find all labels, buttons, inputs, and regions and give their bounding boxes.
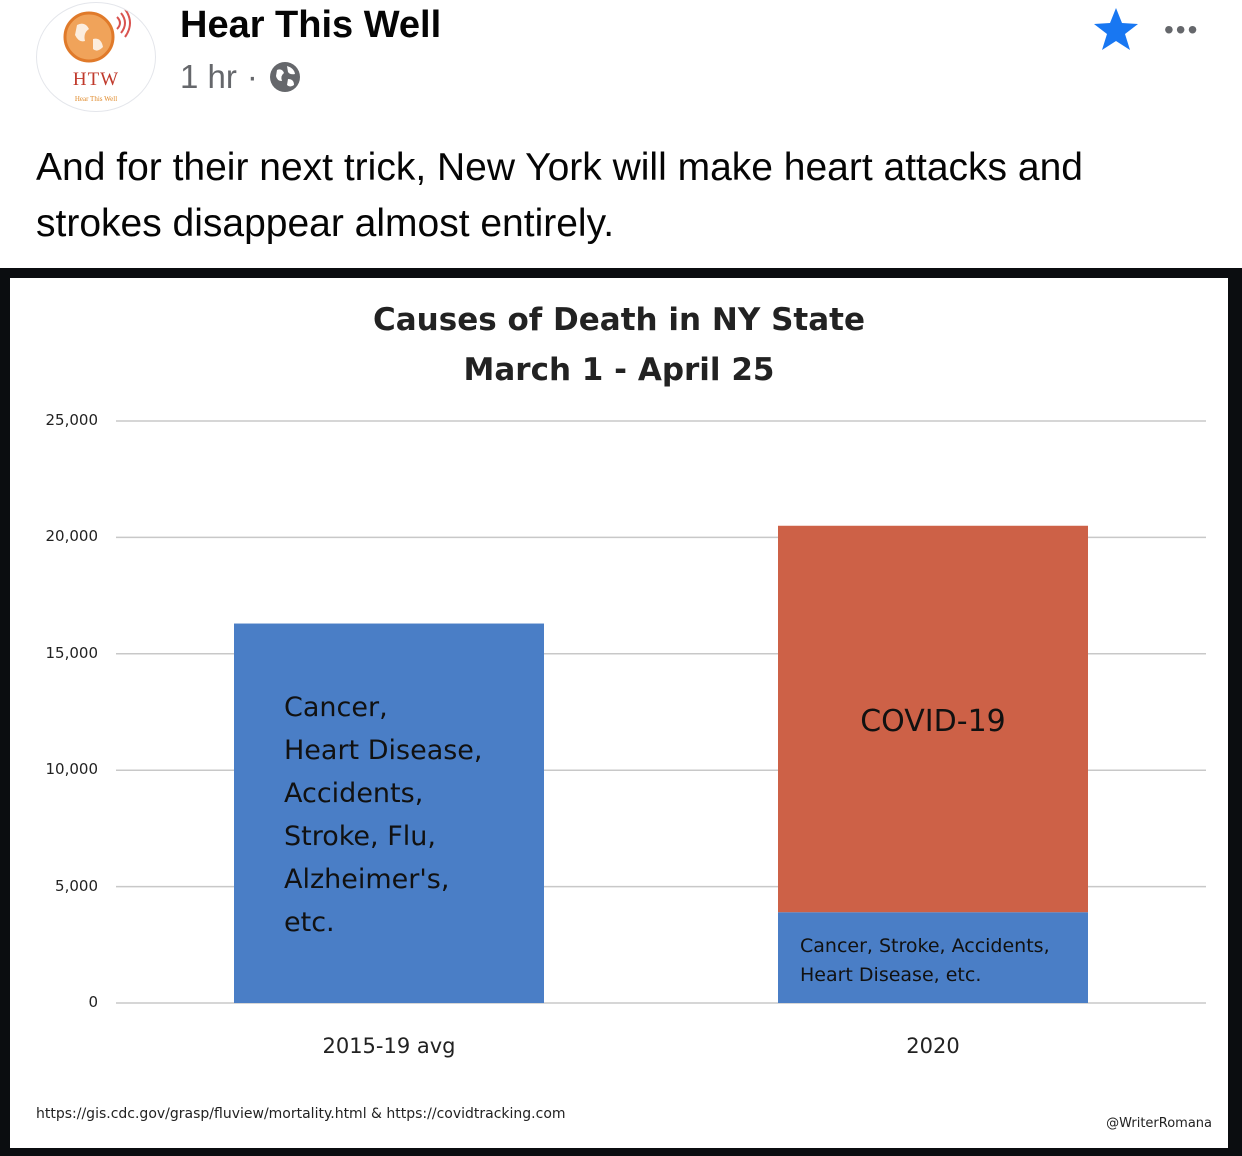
bar2-bottom-annotation-line: Heart Disease, etc. xyxy=(800,964,982,986)
globe-icon[interactable] xyxy=(268,60,302,94)
bar-segment-2-1 xyxy=(778,912,1088,1003)
bar2-bottom-annotation: Cancer, Stroke, Accidents, Heart Disease… xyxy=(800,932,1050,990)
bar1-annotation-line: Heart Disease, xyxy=(284,735,483,766)
bar1-annotation-line: Accidents, xyxy=(284,778,424,809)
y-tick-label: 25,000 xyxy=(45,411,99,429)
bar1-annotation-line: Alzheimer's, xyxy=(284,864,450,895)
y-tick-label: 5,000 xyxy=(55,877,98,895)
bar-segment-1-1 xyxy=(234,623,544,1003)
star-icon[interactable] xyxy=(1090,6,1142,54)
author-name[interactable]: Hear This Well xyxy=(180,4,442,46)
avatar-label: HTW xyxy=(72,69,120,90)
meta-separator: · xyxy=(246,58,258,95)
bar2-top-annotation: COVID-19 xyxy=(860,704,1006,739)
bar-chart xyxy=(116,420,1206,1004)
bar1-annotation-line: etc. xyxy=(284,907,335,938)
chart-credit: @WriterRomana xyxy=(1106,1116,1212,1131)
avatar-sublabel: Hear This Well xyxy=(74,95,118,103)
chart-title: Causes of Death in NY State xyxy=(373,302,865,338)
post-meta: 1 hr · xyxy=(180,58,302,96)
bar1-annotation-line: Stroke, Flu, xyxy=(284,821,436,852)
y-tick-label: 10,000 xyxy=(45,760,99,778)
chart-image[interactable]: Causes of Death in NY State March 1 - Ap… xyxy=(10,278,1228,1148)
globe-logo-icon xyxy=(63,8,131,63)
post-time[interactable]: 1 hr xyxy=(180,58,237,95)
post-text: And for their next trick, New York will … xyxy=(36,146,1083,245)
more-options-button[interactable]: ••• xyxy=(1164,14,1200,45)
chart-subtitle: March 1 - April 25 xyxy=(463,352,775,388)
y-tick-label: 20,000 xyxy=(45,527,99,545)
page-avatar[interactable]: HTW Hear This Well xyxy=(36,2,156,112)
y-tick-label: 15,000 xyxy=(45,644,99,662)
x-category-label: 2015-19 avg xyxy=(322,1034,456,1058)
chart-source: https://gis.cdc.gov/grasp/fluview/mortal… xyxy=(36,1106,566,1122)
bar1-annotation-line: Cancer, xyxy=(284,692,388,723)
x-category-label: 2020 xyxy=(906,1034,960,1058)
bar1-annotation: Cancer, Heart Disease, Accidents, Stroke… xyxy=(284,686,483,944)
y-tick-label: 0 xyxy=(88,993,98,1011)
bar2-bottom-annotation-line: Cancer, Stroke, Accidents, xyxy=(800,935,1050,957)
bar-segment-2-2 xyxy=(778,525,1088,913)
